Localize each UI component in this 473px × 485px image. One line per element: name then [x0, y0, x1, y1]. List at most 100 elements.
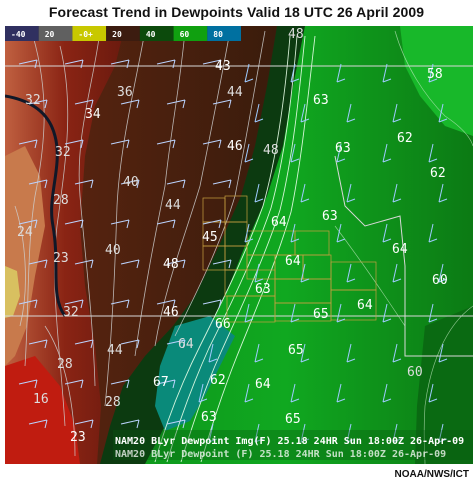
wind-barb	[346, 423, 356, 443]
legend-swatch	[5, 26, 39, 41]
wind-barb	[382, 303, 392, 323]
dewpoint-contours	[14, 30, 266, 457]
wind-barb	[212, 259, 232, 269]
contour-label: 16	[33, 392, 49, 407]
legend-label: 20	[45, 30, 55, 39]
wind-barb	[74, 179, 94, 189]
contour-label: 63	[322, 209, 338, 224]
wind-barb	[166, 419, 186, 429]
wind-barb	[110, 379, 130, 389]
state-boundaries	[5, 65, 473, 357]
wind-barb	[64, 59, 84, 69]
wind-barb	[254, 263, 264, 283]
wind-barb	[438, 343, 448, 363]
wind-barb	[336, 383, 346, 403]
wind-barb	[428, 143, 438, 163]
wind-barb	[300, 263, 310, 283]
wind-barb	[28, 179, 48, 189]
wind-barb	[346, 263, 356, 283]
dewpoint-map: -40 20 -0+ 20 40 60 80 48 43 44 36 34 32 46 48 40 44 32 2…	[5, 26, 473, 464]
wind-barb	[244, 63, 254, 83]
wind-barbs	[18, 59, 448, 443]
footer-line-2: NAM20 BLyr Dewpoint (F) 25.18 24HR Sun 1…	[115, 448, 446, 460]
wind-barb	[392, 343, 402, 363]
wind-barb	[336, 143, 346, 163]
color-legend: -40 20 -0+ 20 40 60 80	[5, 26, 241, 41]
river	[5, 94, 67, 317]
wind-barb	[254, 103, 264, 123]
contour-label: 64	[285, 254, 301, 269]
credit-label: NOAA/NWS/ICT	[394, 469, 469, 480]
contour-label: 23	[70, 430, 86, 445]
contour-label: 66	[215, 317, 231, 332]
wind-barb	[392, 183, 402, 203]
contour-label: 67	[153, 375, 169, 390]
wind-barb	[392, 103, 402, 123]
wind-barb	[244, 223, 254, 243]
field-dry-region	[5, 26, 125, 464]
contour-label: 28	[53, 193, 69, 208]
wind-barb	[300, 103, 310, 123]
contour-label: 62	[210, 373, 226, 388]
wind-barb	[166, 99, 186, 109]
wind-barb	[438, 423, 448, 443]
wind-barb	[74, 419, 94, 429]
wind-barb	[438, 183, 448, 203]
contour-label: 65	[313, 307, 329, 322]
wind-barb	[346, 343, 356, 363]
wind-barb	[254, 183, 264, 203]
contour-label: 64	[255, 377, 271, 392]
legend-swatch	[173, 26, 208, 41]
wind-barb	[64, 299, 84, 309]
contour-label: 65	[285, 412, 301, 427]
wind-barb	[120, 179, 140, 189]
wind-barb	[156, 59, 176, 69]
contour-label: 24	[17, 225, 33, 240]
wind-barb	[290, 143, 300, 163]
wind-barb	[28, 99, 48, 109]
wind-barb	[244, 303, 254, 323]
contour-label: 46	[227, 139, 243, 154]
legend-label: 40	[146, 30, 156, 39]
contour-label: 65	[288, 343, 304, 358]
wind-barb	[28, 339, 48, 349]
wind-barb	[74, 259, 94, 269]
contour-label: 48	[163, 257, 179, 272]
wind-barb	[18, 59, 38, 69]
wind-barb	[428, 63, 438, 83]
contour-label: 28	[105, 395, 121, 410]
contour-label: 32	[55, 145, 71, 160]
contour-label: 58	[427, 67, 443, 82]
contour-label: 44	[165, 198, 181, 213]
contour-label: 63	[255, 282, 271, 297]
wind-barb	[290, 63, 300, 83]
contour-label: 64	[357, 298, 373, 313]
contour-label: 44	[227, 85, 243, 100]
wind-barb	[244, 143, 254, 163]
wind-barb	[120, 339, 140, 349]
contour-label: 46	[163, 305, 179, 320]
legend-label: -40	[11, 30, 26, 39]
wind-barb	[166, 259, 186, 269]
contour-label: 64	[271, 215, 287, 230]
legend-swatch	[38, 26, 73, 41]
wind-barb	[120, 259, 140, 269]
wind-barb	[120, 99, 140, 109]
wind-barb	[208, 423, 218, 443]
wind-barb	[120, 419, 140, 429]
wind-barb	[18, 299, 38, 309]
legend-label: 60	[180, 30, 190, 39]
contour-label: 48	[263, 143, 279, 158]
wind-barb	[208, 343, 218, 363]
contour-label: 36	[117, 85, 133, 100]
wind-barb	[74, 339, 94, 349]
legend-label: -0+	[78, 30, 93, 39]
legend-swatch	[207, 26, 241, 41]
wind-barb	[64, 219, 84, 229]
wind-barb	[64, 139, 84, 149]
field-very-dry-pocket	[5, 146, 45, 366]
field-dark-southeast	[415, 306, 473, 464]
field-brown-region	[45, 26, 277, 464]
contour-label: 44	[107, 343, 123, 358]
wind-barb	[392, 263, 402, 283]
